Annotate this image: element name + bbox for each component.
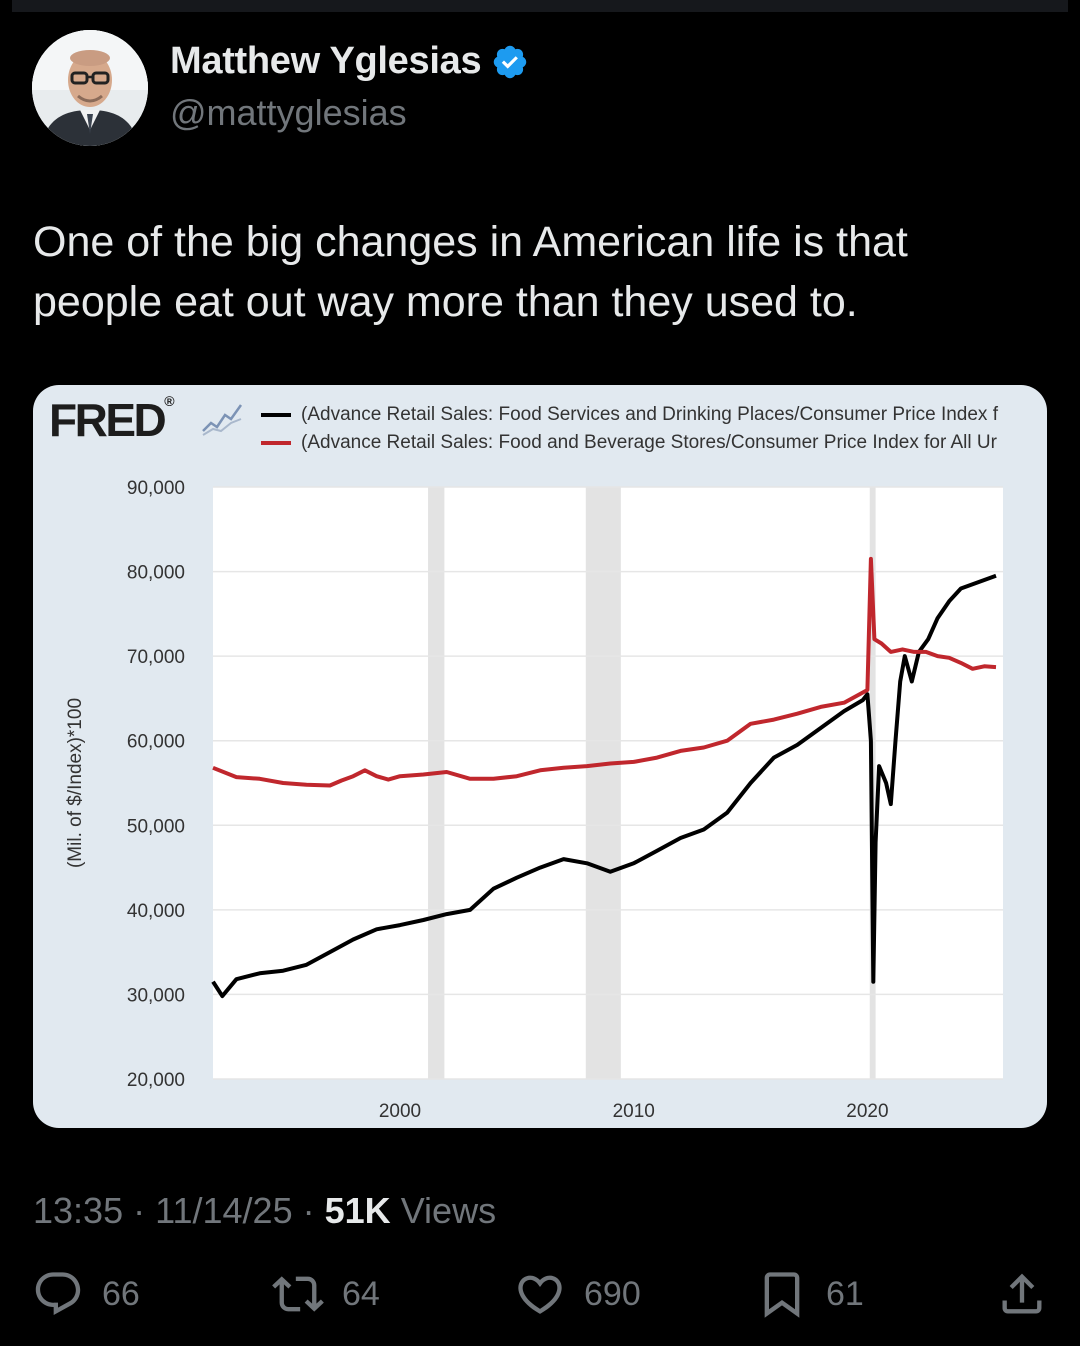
y-tick-label: 90,000 — [127, 478, 185, 499]
repost-button[interactable]: 64 — [272, 1268, 380, 1320]
legend-item: (Advance Retail Sales: Food Services and… — [261, 401, 1047, 429]
repost-count: 64 — [342, 1274, 380, 1313]
like-button[interactable]: 690 — [514, 1268, 641, 1320]
share-icon — [1002, 1273, 1042, 1314]
repost-icon — [272, 1276, 324, 1312]
fred-logo-mark-icon — [202, 404, 243, 436]
y-tick-label: 30,000 — [127, 985, 185, 1006]
avatar[interactable] — [32, 30, 148, 146]
bookmark-icon — [764, 1272, 800, 1318]
views-count: 51K — [324, 1190, 391, 1231]
y-tick-label: 50,000 — [127, 816, 185, 837]
series-line-2 — [212, 556, 997, 788]
x-tick-label: 2020 — [846, 1101, 888, 1122]
share-button[interactable] — [996, 1268, 1048, 1320]
post-date[interactable]: 11/14/25 — [155, 1190, 293, 1231]
bookmark-count: 61 — [826, 1274, 864, 1313]
y-tick-label: 80,000 — [127, 563, 185, 584]
heart-icon — [518, 1275, 562, 1314]
y-tick-label: 70,000 — [127, 647, 185, 668]
meta-separator: · — [302, 1190, 315, 1231]
y-axis-label: (Mil. of $/Index)*100 — [65, 698, 86, 868]
y-tick-label: 20,000 — [127, 1070, 185, 1091]
author-row: Matthew Yglesias — [170, 40, 529, 83]
like-count: 690 — [584, 1274, 641, 1313]
y-tick-label: 40,000 — [127, 901, 185, 922]
post-meta: 13:35 · 11/14/25 · 51K Views — [33, 1190, 496, 1232]
series-line-1 — [211, 573, 997, 999]
recession-band — [428, 487, 445, 1079]
reply-icon — [35, 1272, 81, 1316]
legend-item: (Advance Retail Sales: Food and Beverage… — [261, 429, 1047, 457]
x-tick-label: 2010 — [613, 1101, 655, 1122]
author-name[interactable]: Matthew Yglesias — [170, 40, 482, 82]
x-tick-label: 2000 — [379, 1101, 421, 1122]
chart-image[interactable]: FRED® (Advance Retail Sales: Food Servic… — [33, 385, 1047, 1128]
y-tick-label: 60,000 — [127, 732, 185, 753]
meta-separator: · — [133, 1190, 146, 1231]
recession-band — [585, 487, 621, 1079]
bookmark-button[interactable]: 61 — [756, 1268, 864, 1320]
post-text: One of the big changes in American life … — [33, 218, 908, 326]
reply-count: 66 — [102, 1274, 140, 1313]
reply-button[interactable]: 66 — [32, 1268, 140, 1320]
post-time[interactable]: 13:35 — [33, 1190, 124, 1231]
line-chart: 20,000 30,000 40,000 50,000 60,000 70,000 80,0… — [65, 478, 1003, 1122]
legend-swatch — [261, 413, 291, 417]
legend-label: (Advance Retail Sales: Food and Beverage… — [301, 432, 997, 453]
top-bar — [12, 0, 1068, 12]
views-label: Views — [400, 1190, 497, 1231]
fred-logo: FRED® — [49, 393, 175, 446]
verified-badge-icon — [494, 45, 527, 78]
author-handle[interactable]: @mattyglesias — [170, 92, 407, 133]
avatar-photo — [32, 30, 148, 146]
action-bar: 66 64 690 61 — [0, 1268, 1080, 1328]
chart-legend: (Advance Retail Sales: Food Services and… — [261, 401, 1047, 457]
legend-swatch — [261, 441, 291, 445]
legend-label: (Advance Retail Sales: Food Services and… — [301, 404, 998, 425]
